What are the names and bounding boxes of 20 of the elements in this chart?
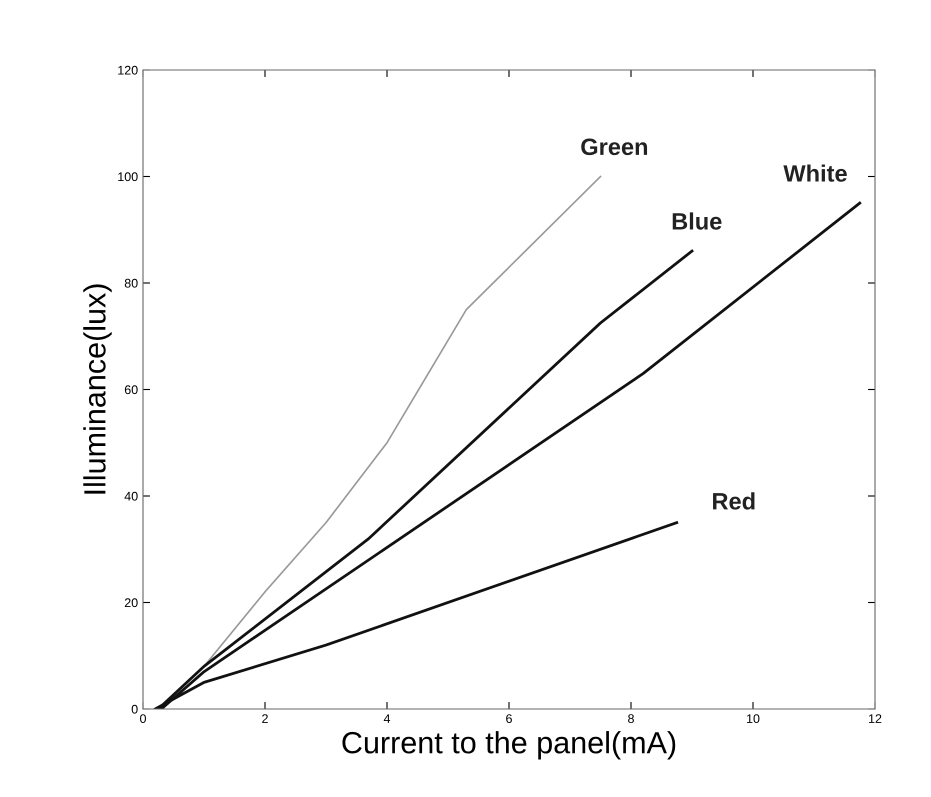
y-tick-label: 120 [118, 66, 138, 75]
x-tick-label: 2 [262, 714, 268, 723]
y-tick-label: 80 [124, 278, 138, 288]
series-label: Green [581, 138, 648, 156]
y-tick-label: 100 [118, 172, 138, 182]
y-axis-title: Illuminance(lux) [83, 284, 112, 494]
series-label: White [783, 164, 847, 182]
series-label: Blue [672, 212, 722, 230]
y-tick-label: 20 [124, 598, 138, 608]
x-tick-label: 10 [747, 714, 760, 724]
x-axis-title: Current to the panel(mA) [342, 731, 676, 760]
y-tick-label: 40 [124, 492, 138, 501]
x-tick-label: 8 [628, 714, 634, 724]
x-tick-label: 4 [384, 714, 390, 723]
x-tick-label: 0 [140, 714, 146, 724]
x-tick-label: 6 [506, 714, 512, 724]
x-tick-label: 12 [869, 714, 882, 723]
y-tick-label: 60 [124, 385, 138, 394]
y-tick-label: 0 [132, 704, 138, 714]
series-label: Red [713, 492, 755, 510]
